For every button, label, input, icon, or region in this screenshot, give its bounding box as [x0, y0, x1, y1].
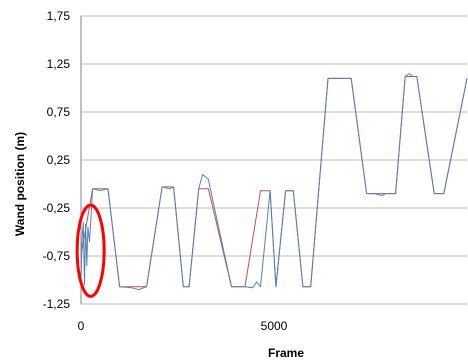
series-line-2: [80, 73, 468, 291]
tick-layer: -1,25 -0,75 -0,25 0,25 0,75 1,25 1,75 0 5000: [43, 9, 288, 333]
x-tick-label: 0: [78, 319, 85, 333]
x-tick-label: 5000: [261, 319, 288, 333]
y-tick-label: -1,25: [43, 297, 71, 311]
annotation-layer: [75, 203, 106, 298]
grid-layer: [80, 15, 467, 305]
y-tick-label: 1,25: [47, 57, 71, 71]
y-tick-label: -0,25: [43, 201, 71, 215]
y-tick-label: 0,25: [47, 153, 71, 167]
y-tick-label: 0,75: [47, 105, 71, 119]
highlight-ellipse: [75, 203, 106, 298]
series-layer: [80, 73, 468, 291]
y-tick-label: -0,75: [43, 249, 71, 263]
y-axis-label: Wand position (m): [13, 132, 27, 236]
x-axis-label: Frame: [268, 346, 304, 360]
y-tick-label: 1,75: [47, 9, 71, 23]
